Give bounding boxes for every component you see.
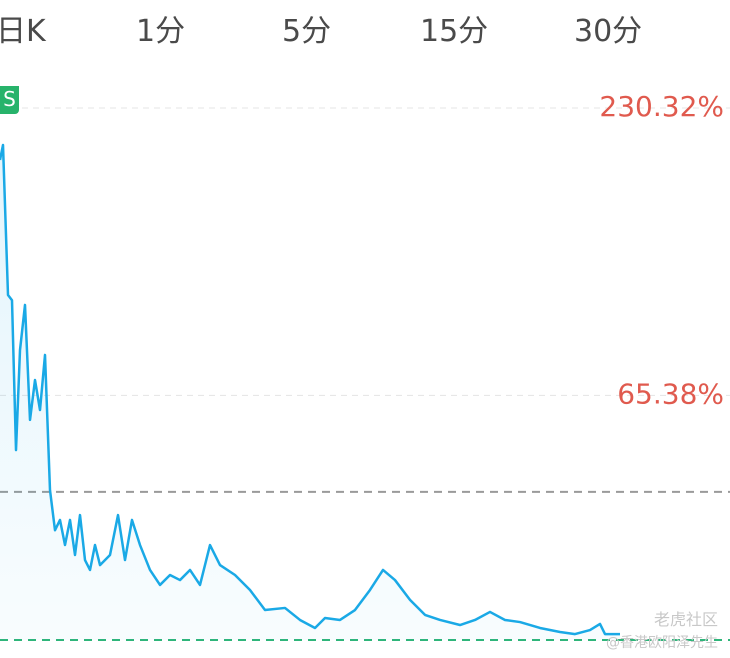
tab[interactable]: 5分 <box>282 14 332 49</box>
tab[interactable]: 15分 <box>420 14 489 49</box>
watermark-logo: 老虎社区 <box>653 610 718 629</box>
tab[interactable]: 30分 <box>574 14 643 49</box>
badge: S <box>0 86 19 114</box>
y-tick-label: 230.32% <box>599 90 724 123</box>
watermark-author: @香港欧阳泽先生 <box>606 635 718 651</box>
y-tick-label: 65.38% <box>617 377 724 410</box>
tab[interactable]: 1分 <box>136 14 186 49</box>
area-fill <box>0 144 620 640</box>
tab[interactable]: 日K <box>0 14 46 49</box>
price-line <box>0 143 620 636</box>
